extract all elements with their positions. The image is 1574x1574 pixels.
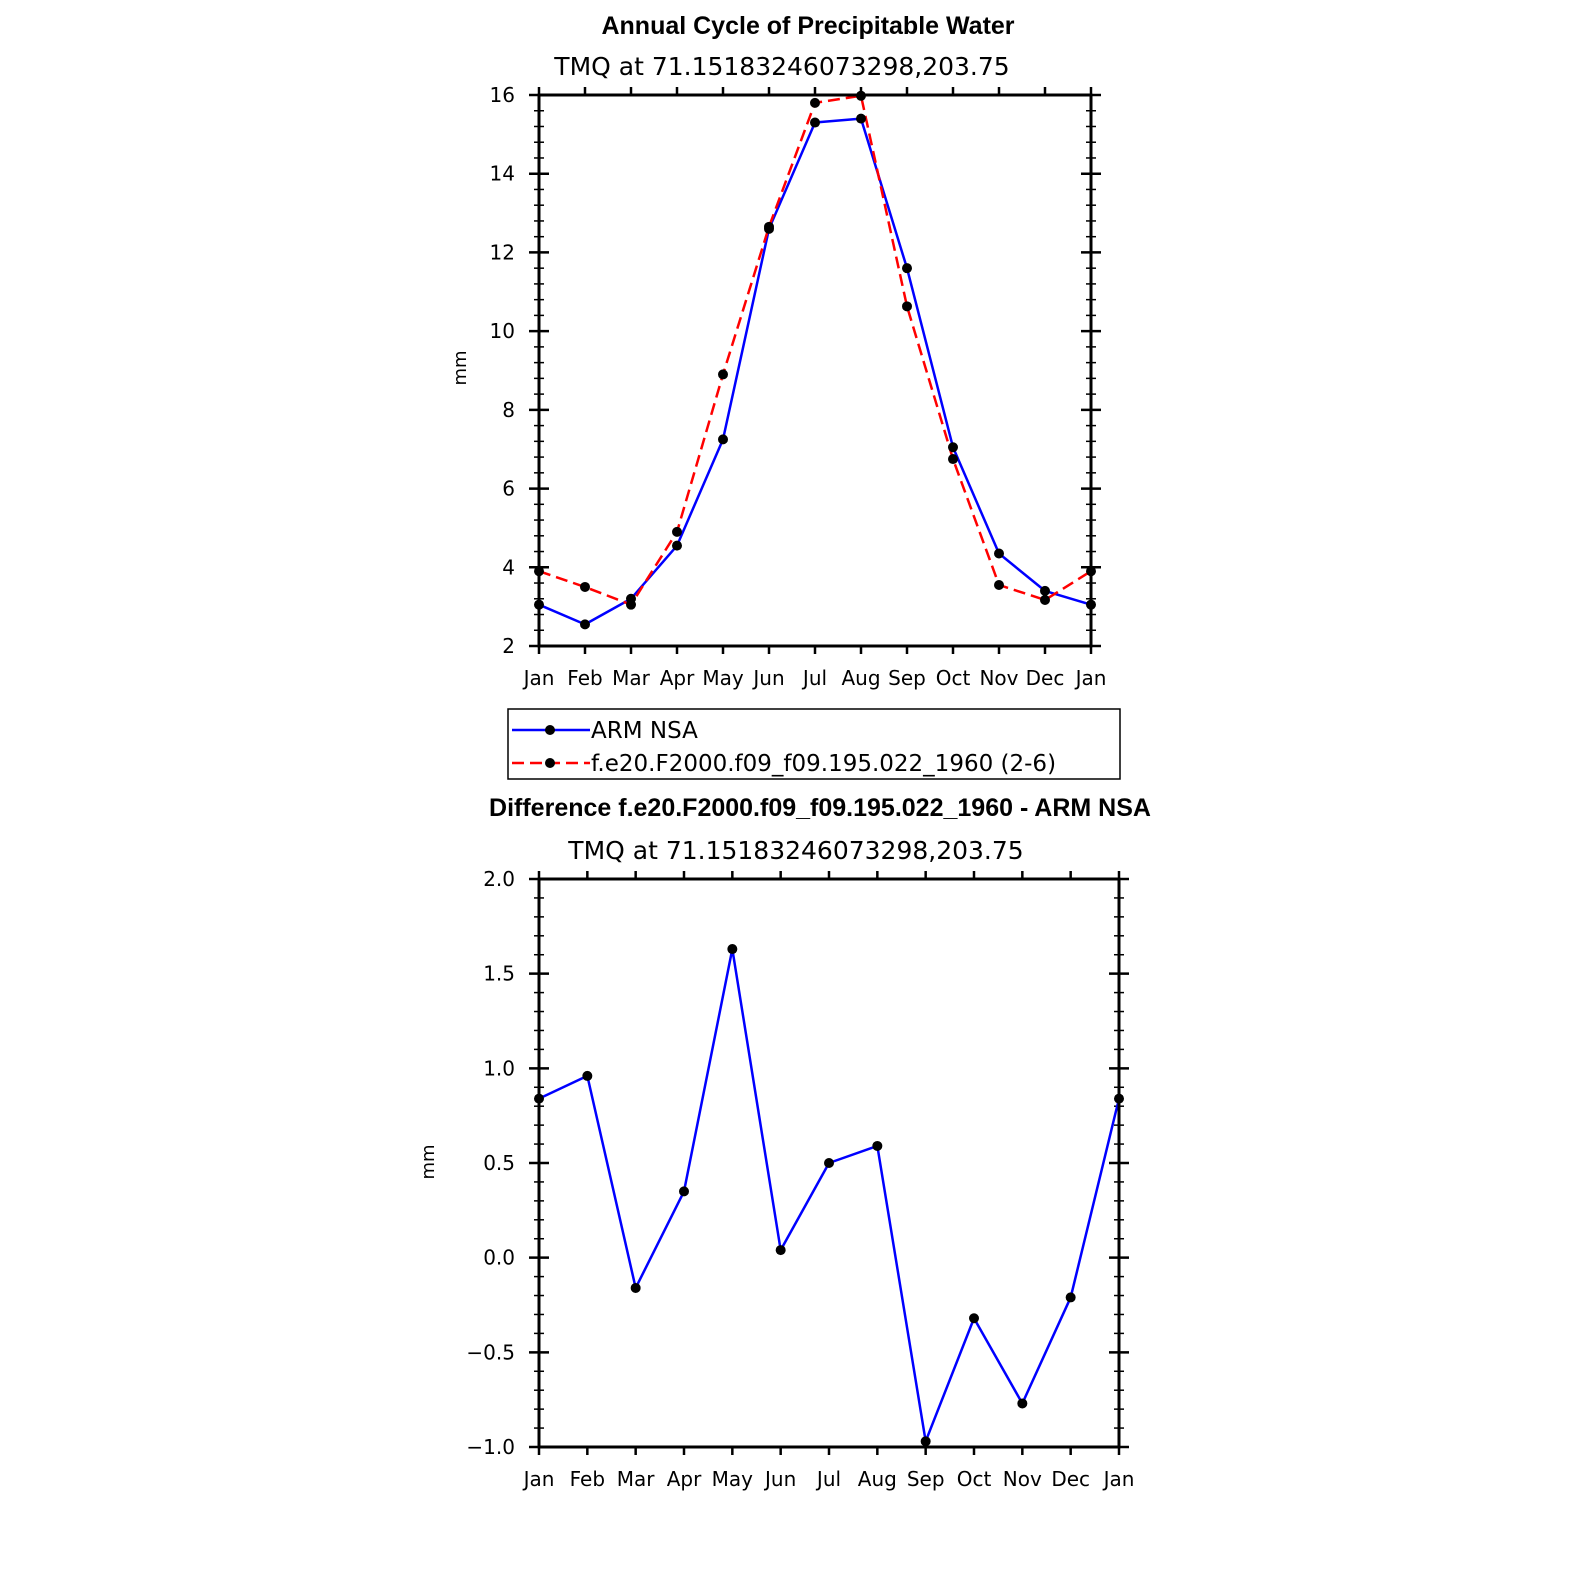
chart-top-series-line-2 [538, 94, 1092, 606]
chart-top-x-tick-label: Feb [567, 666, 602, 690]
chart-bottom-x-tick-label: Jan [522, 1467, 555, 1491]
chart-top-x-tick-label: Jul [801, 666, 827, 690]
legend-marker-model [545, 758, 555, 768]
chart-top-x-tick-label: Apr [660, 666, 695, 690]
chart-top-series-1-point [856, 113, 866, 124]
chart-bottom-series-1-point [630, 1282, 641, 1293]
chart-bottom-series-1-point [775, 1245, 786, 1256]
chart-bottom-title: Difference f.e20.F2000.f09_f09.195.022_1… [489, 794, 1151, 822]
chart-top-x-tick-label: Jan [522, 666, 555, 690]
chart-bottom-x-tick-label: Nov [1003, 1467, 1042, 1491]
chart-top-series-1-point [948, 442, 958, 453]
chart-bottom-x-tick-label: May [712, 1467, 754, 1491]
chart-top-y-tick-label: 16 [490, 83, 515, 107]
chart-bottom-subtitle: TMQ at 71.15183246073298,203.75 [567, 836, 1023, 865]
chart-top-series-1-point [902, 263, 912, 274]
chart-top-x-tick-labels: Jan Feb Mar Apr May Jun Jul Aug Sep Oct Nov Dec Jan [522, 666, 1107, 690]
chart-top-x-tick-label: Jan [1074, 666, 1107, 690]
chart-top-series-2-point [764, 221, 774, 232]
chart-bottom-x-tick-label: Jul [815, 1467, 841, 1491]
chart-top-y-tick-label: 14 [490, 162, 515, 186]
chart-bottom-series-1-point [969, 1313, 979, 1324]
chart-top-series-2-point [948, 454, 958, 465]
chart-top-series-2-point [672, 526, 682, 537]
chart-bottom-series-1-point [679, 1186, 689, 1197]
chart-top-series [534, 90, 1096, 630]
chart-top-x-tick-label: Oct [936, 666, 971, 690]
chart-top-series-2-point [626, 599, 636, 610]
chart-bottom-x-tick-label: Feb [570, 1467, 605, 1491]
chart-top-series-2-point [994, 579, 1004, 590]
chart-top-series-2-point [1040, 594, 1050, 605]
chart-bottom-series-line-1 [538, 947, 1121, 1443]
chart-bottom-series-1-point [727, 944, 738, 955]
chart-top-y-axis-label: mm [450, 350, 471, 385]
chart-top-series-2-point [902, 301, 912, 312]
legend-label-model: f.e20.F2000.f09_f09.195.022_1960 (2-6) [591, 751, 1056, 777]
legend: ARM NSA f.e20.F2000.f09_f09.195.022_1960… [507, 708, 1121, 780]
chart-top-series-line-1 [538, 117, 1092, 626]
chart-top-series-1-point [672, 540, 682, 551]
chart-top-y-tick-label: 10 [490, 319, 515, 343]
chart-top-series-1-point [580, 619, 590, 630]
chart-bottom-x-tick-label: Jun [763, 1467, 796, 1491]
chart-top-x-tick-label: Sep [888, 666, 926, 690]
chart-top-y-tick-label: 12 [490, 240, 515, 264]
chart-bottom-x-tick-labels: Jan Feb Mar Apr May Jun Jul Aug Sep Oct Nov Dec Jan [522, 1467, 1135, 1491]
chart-top-series-2-point [580, 581, 590, 592]
chart-top-y-tick-label: 6 [502, 477, 515, 501]
chart-top-x-tick-label: Jun [751, 666, 784, 690]
chart-bottom-y-tick-label: 1.5 [483, 962, 515, 986]
chart-top-title: Annual Cycle of Precipitable Water [601, 12, 1014, 40]
chart-bottom-x-tick-label: Mar [617, 1467, 656, 1491]
chart-bottom-y-tick-label: 0.5 [483, 1151, 515, 1175]
chart-bottom-x-tick-label: Oct [957, 1467, 992, 1491]
chart-bottom-x-tick-label: Apr [667, 1467, 702, 1491]
chart-bottom: Difference f.e20.F2000.f09_f09.195.022_1… [418, 794, 1151, 1491]
chart-bottom-y-tick-labels: −1.0 −0.5 0.0 0.5 1.0 1.5 2.0 [466, 867, 515, 1459]
chart-bottom-y-tick-label: −0.5 [466, 1340, 515, 1364]
chart-top-x-tick-label: Nov [979, 666, 1018, 690]
legend-label-arm: ARM NSA [591, 718, 698, 744]
chart-top-ticks [529, 87, 1101, 654]
chart-top-y-tick-label: 4 [502, 555, 515, 579]
chart-top-x-tick-label: Dec [1026, 666, 1065, 690]
chart-bottom-series-1-point [920, 1436, 931, 1447]
chart-bottom-y-tick-label: 0.0 [483, 1246, 515, 1270]
chart-bottom-x-tick-label: Sep [907, 1467, 945, 1491]
legend-marker-arm [545, 725, 555, 735]
chart-bottom-series-1-point [582, 1070, 593, 1081]
chart-bottom-series [534, 944, 1124, 1447]
chart-top-series-1-point [718, 434, 728, 445]
chart-top-y-tick-label: 2 [502, 634, 515, 658]
chart-top-y-tick-label: 8 [502, 398, 515, 422]
chart-top-series-1-point [994, 548, 1004, 559]
chart-bottom-frame [537, 877, 1121, 1449]
chart-top-subtitle: TMQ at 71.15183246073298,203.75 [553, 52, 1009, 81]
chart-bottom-series-1-point [1065, 1292, 1076, 1303]
chart-bottom-series-1-point [824, 1158, 834, 1168]
chart-top-series-1-point [810, 117, 820, 128]
chart-top-x-tick-label: May [702, 666, 744, 690]
chart-top-y-tick-labels: 2 4 6 8 10 12 14 16 [490, 83, 515, 658]
chart-bottom-y-axis-label: mm [418, 1144, 439, 1179]
chart-bottom-y-tick-label: −1.0 [466, 1435, 515, 1459]
chart-top-series-1-point [1040, 585, 1050, 596]
chart-bottom-x-tick-label: Aug [858, 1467, 897, 1491]
chart-top-x-tick-label: Aug [841, 666, 880, 690]
chart-top-series-2-point [810, 97, 820, 108]
chart-bottom-series-1-point [1017, 1398, 1028, 1409]
chart-top-x-tick-label: Mar [612, 666, 651, 690]
chart-top-frame [537, 93, 1093, 648]
chart-bottom-series-1-point [872, 1140, 883, 1151]
chart-top: Annual Cycle of Precipitable Water TMQ a… [450, 12, 1106, 690]
legend-box [507, 708, 1121, 780]
chart-bottom-y-tick-label: 2.0 [483, 867, 515, 891]
chart-bottom-x-tick-label: Dec [1051, 1467, 1090, 1491]
chart-bottom-y-tick-label: 1.0 [483, 1056, 515, 1080]
chart-top-series-2-point [718, 369, 728, 380]
chart-bottom-x-tick-label: Jan [1102, 1467, 1135, 1491]
